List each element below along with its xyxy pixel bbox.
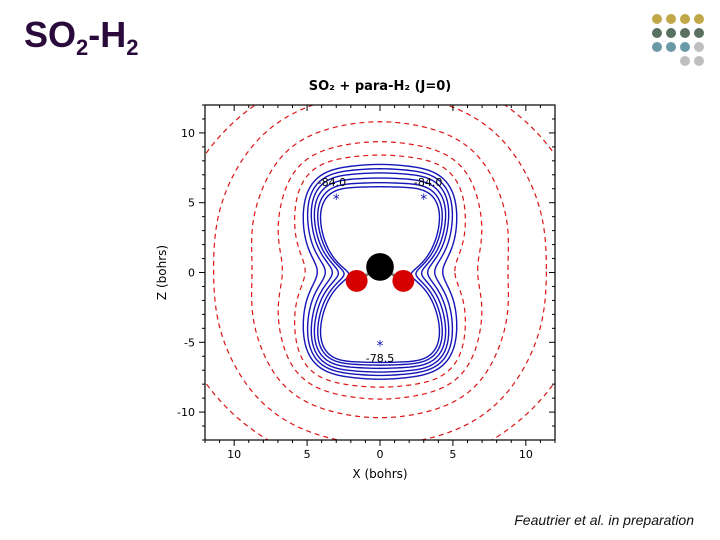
xtick-label: 0 xyxy=(377,448,384,461)
citation: Feautrier et al. in preparation xyxy=(514,512,694,528)
xtick-label: 10 xyxy=(519,448,533,461)
xtick-label: 5 xyxy=(449,448,456,461)
atom-center xyxy=(366,253,394,281)
ytick-label: -10 xyxy=(177,406,195,419)
ytick-label: 5 xyxy=(188,197,195,210)
ytick-label: 10 xyxy=(181,127,195,140)
xtick-label: 10 xyxy=(227,448,241,461)
page-title: SO2-H2 xyxy=(24,14,139,61)
chart-title: SO₂ + para-H₂ (J=0) xyxy=(309,79,451,94)
xtick-label: 5 xyxy=(304,448,311,461)
decoration-dot xyxy=(652,42,662,52)
decoration-dot xyxy=(652,28,662,38)
contour-label: -84.0 xyxy=(318,176,346,189)
decoration-dot xyxy=(666,42,676,52)
decoration-dot xyxy=(680,28,690,38)
minimum-marker: * xyxy=(333,192,340,208)
corner-dots xyxy=(648,14,704,70)
decoration-dot xyxy=(666,14,676,24)
atom-oxygen xyxy=(392,270,414,292)
decoration-dot xyxy=(680,14,690,24)
decoration-dot xyxy=(694,28,704,38)
decoration-dot xyxy=(666,28,676,38)
decoration-dot xyxy=(680,56,690,66)
atom-oxygen xyxy=(346,270,368,292)
minimum-marker: * xyxy=(420,192,427,208)
ylabel: Z (bohrs) xyxy=(155,245,169,300)
ytick-label: 0 xyxy=(188,267,195,280)
decoration-dot xyxy=(694,42,704,52)
decoration-dot xyxy=(652,14,662,24)
chart-svg: ***-84.0-84.0-78.51050510-10-50510X (boh… xyxy=(150,70,570,490)
ytick-label: -5 xyxy=(184,336,195,349)
slide: { "title_html": "SO<sub>2</sub>-H<sub>2<… xyxy=(0,0,720,540)
decoration-dot xyxy=(694,14,704,24)
contour-label: -78.5 xyxy=(366,352,394,365)
xlabel: X (bohrs) xyxy=(352,467,407,481)
contour-label: -84.0 xyxy=(414,176,442,189)
decoration-dot xyxy=(694,56,704,66)
contour-chart: ***-84.0-84.0-78.51050510-10-50510X (boh… xyxy=(150,70,570,490)
decoration-dot xyxy=(680,42,690,52)
